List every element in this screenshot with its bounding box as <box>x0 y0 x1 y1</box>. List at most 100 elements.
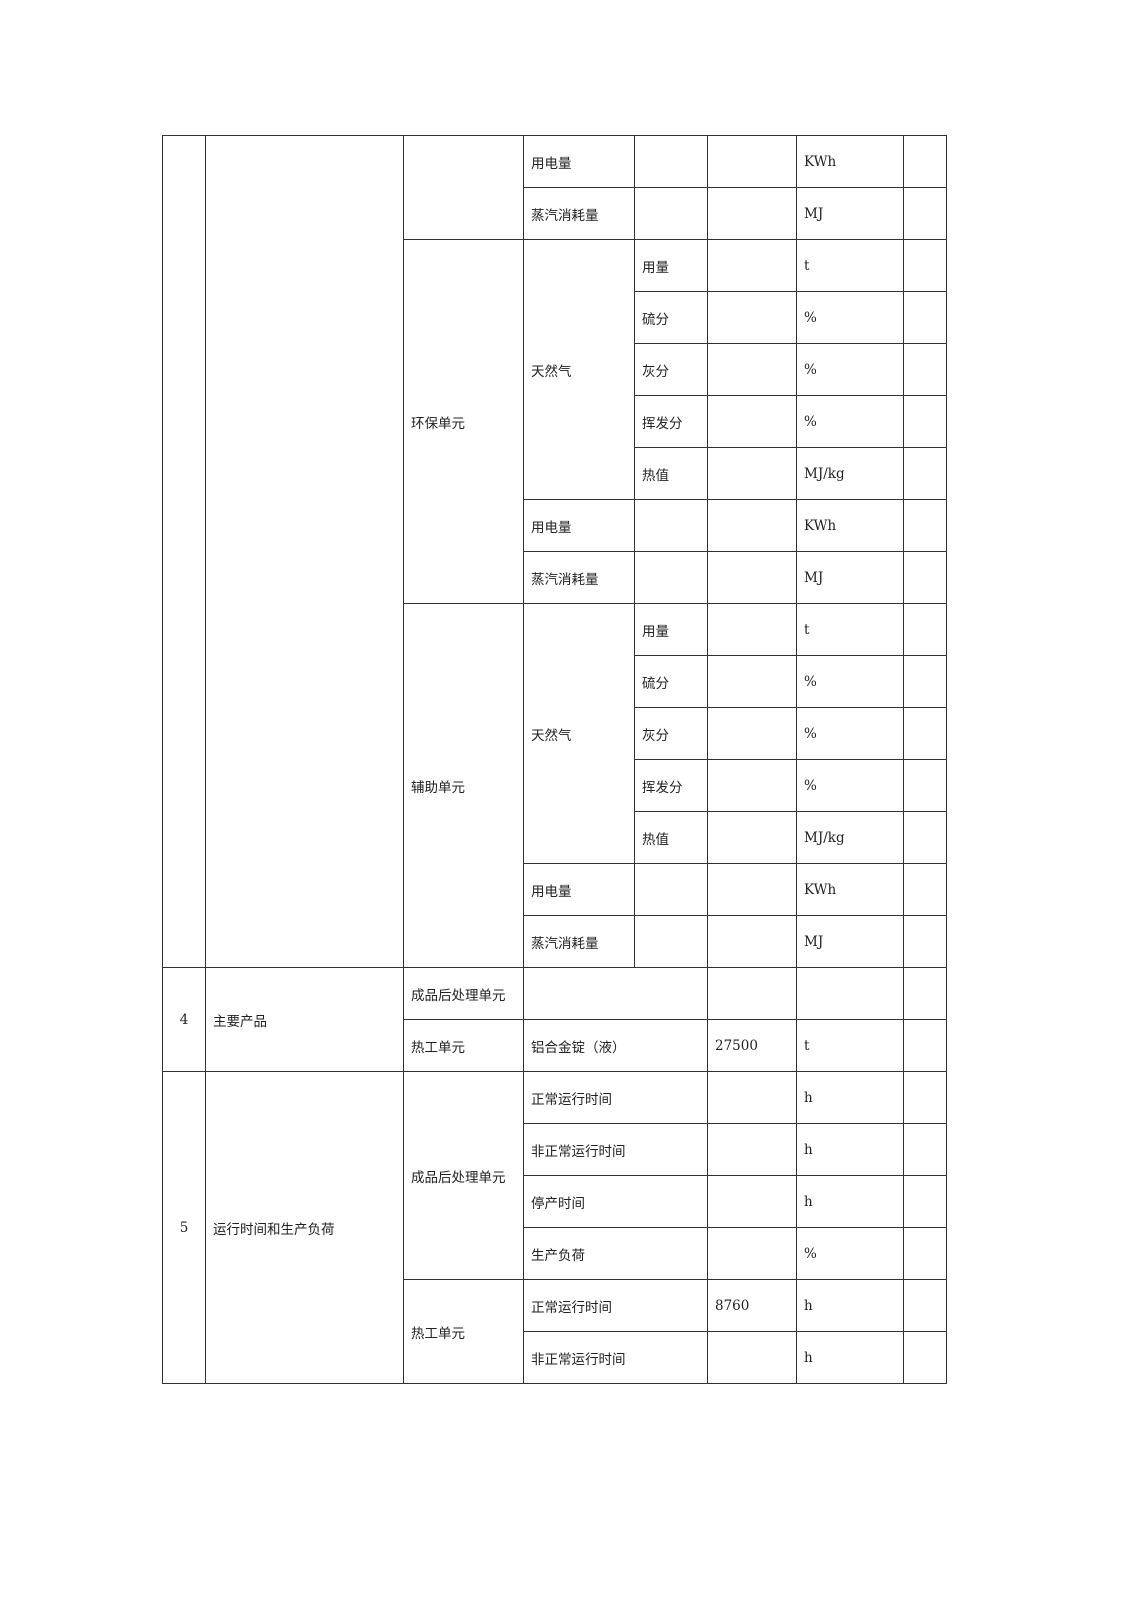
table-cell: 用量 <box>634 603 708 656</box>
table-cell: MJ/kg <box>796 811 904 864</box>
table-cell <box>707 187 797 240</box>
table-row: 生产负荷% <box>163 1227 947 1280</box>
table-cell: 热工单元 <box>403 1019 524 1072</box>
table-cell <box>707 915 797 968</box>
table-row: 热值 MJ/kg <box>163 811 947 864</box>
table-cell: 天然气 <box>523 603 635 864</box>
table-cell <box>707 239 797 292</box>
table-cell <box>796 967 904 1020</box>
table-cell <box>634 135 708 188</box>
table-cell <box>903 343 947 396</box>
table-cell <box>903 551 947 604</box>
table-cell <box>903 187 947 240</box>
table-cell: 天然气 <box>523 239 635 500</box>
table-cell <box>634 499 708 552</box>
table-cell <box>903 655 947 708</box>
table-cell: t <box>796 239 904 292</box>
table-cell <box>903 863 947 916</box>
table-cell <box>707 1227 797 1280</box>
table-cell: h <box>796 1279 904 1332</box>
table-cell: 硫分 <box>634 291 708 344</box>
table-cell: 非正常运行时间 <box>523 1123 708 1176</box>
table-cell: % <box>796 759 904 812</box>
table-cell <box>707 1071 797 1124</box>
table-cell: h <box>796 1175 904 1228</box>
table-cell <box>903 135 947 188</box>
table-cell <box>903 1123 947 1176</box>
table-cell <box>707 811 797 864</box>
table-cell <box>903 603 947 656</box>
energy-data-table: 用电量 KWh 蒸汽消耗量 MJ 环保单元 天然气 用量 t 硫分% 灰分% 挥发分% 热值 MJ/kg… <box>162 135 947 1384</box>
table-cell: 正常运行时间 <box>523 1071 708 1124</box>
table-cell <box>707 395 797 448</box>
table-row: 蒸汽消耗量 MJ <box>163 915 947 968</box>
table-cell <box>707 655 797 708</box>
table-row: 热工单元 铝合金锭（液） 27500 t <box>163 1019 947 1072</box>
table-cell <box>707 499 797 552</box>
table-cell: 蒸汽消耗量 <box>523 551 635 604</box>
table-cell: MJ/kg <box>796 447 904 500</box>
table-row: 硫分% <box>163 655 947 708</box>
table-cell: % <box>796 343 904 396</box>
table-cell: 硫分 <box>634 655 708 708</box>
table-row: 硫分% <box>163 291 947 344</box>
table-cell: 蒸汽消耗量 <box>523 915 635 968</box>
table-cell: MJ <box>796 551 904 604</box>
table-cell: 用电量 <box>523 499 635 552</box>
table-cell <box>707 343 797 396</box>
table-cell: h <box>796 1071 904 1124</box>
table-cell: MJ <box>796 915 904 968</box>
table-cell <box>903 1019 947 1072</box>
table-cell: 正常运行时间 <box>523 1279 708 1332</box>
table-cell: 用电量 <box>523 135 635 188</box>
table-cell <box>707 967 797 1020</box>
table-cell <box>403 135 524 240</box>
table-cell <box>903 395 947 448</box>
table-cell <box>707 603 797 656</box>
table-cell <box>523 967 708 1020</box>
table-cell <box>707 135 797 188</box>
table-cell <box>707 447 797 500</box>
table-cell <box>205 135 404 968</box>
table-cell: 主要产品 <box>205 967 404 1072</box>
table-cell: % <box>796 1227 904 1280</box>
table-cell: 27500 <box>707 1019 797 1072</box>
table-row: 停产时间 h <box>163 1175 947 1228</box>
table-row: 挥发分% <box>163 395 947 448</box>
table-cell: KWh <box>796 863 904 916</box>
table-cell <box>903 915 947 968</box>
table-cell: 用量 <box>634 239 708 292</box>
table-cell <box>634 187 708 240</box>
table-cell <box>903 239 947 292</box>
table-cell <box>634 915 708 968</box>
table-cell: 用电量 <box>523 863 635 916</box>
table-cell <box>903 1071 947 1124</box>
table-cell: 辅助单元 <box>403 603 524 968</box>
table-cell <box>707 551 797 604</box>
table-cell <box>903 1331 947 1384</box>
table-cell <box>707 1123 797 1176</box>
table-cell: 灰分 <box>634 707 708 760</box>
table-cell: % <box>796 655 904 708</box>
table-cell: 5 <box>162 1071 206 1384</box>
table-cell <box>707 1331 797 1384</box>
table-row: 用电量 KWh <box>163 499 947 552</box>
table-cell <box>707 707 797 760</box>
table-cell: 热值 <box>634 811 708 864</box>
table-cell: % <box>796 291 904 344</box>
table-cell: 成品后处理单元 <box>403 967 524 1020</box>
table-row: 用电量 KWh <box>162 135 947 968</box>
table-row: 灰分% <box>163 343 947 396</box>
table-cell <box>903 707 947 760</box>
table-cell: KWh <box>796 135 904 188</box>
table-cell <box>903 967 947 1020</box>
table-cell <box>707 1175 797 1228</box>
table-cell: % <box>796 395 904 448</box>
table-cell: 蒸汽消耗量 <box>523 187 635 240</box>
table-cell: 停产时间 <box>523 1175 708 1228</box>
table-cell <box>634 863 708 916</box>
table-cell: h <box>796 1123 904 1176</box>
table-body: 用电量 KWh 蒸汽消耗量 MJ 环保单元 天然气 用量 t 硫分% 灰分% 挥发分% 热值 MJ/kg… <box>162 135 947 1384</box>
table-cell: 生产负荷 <box>523 1227 708 1280</box>
table-cell: 灰分 <box>634 343 708 396</box>
